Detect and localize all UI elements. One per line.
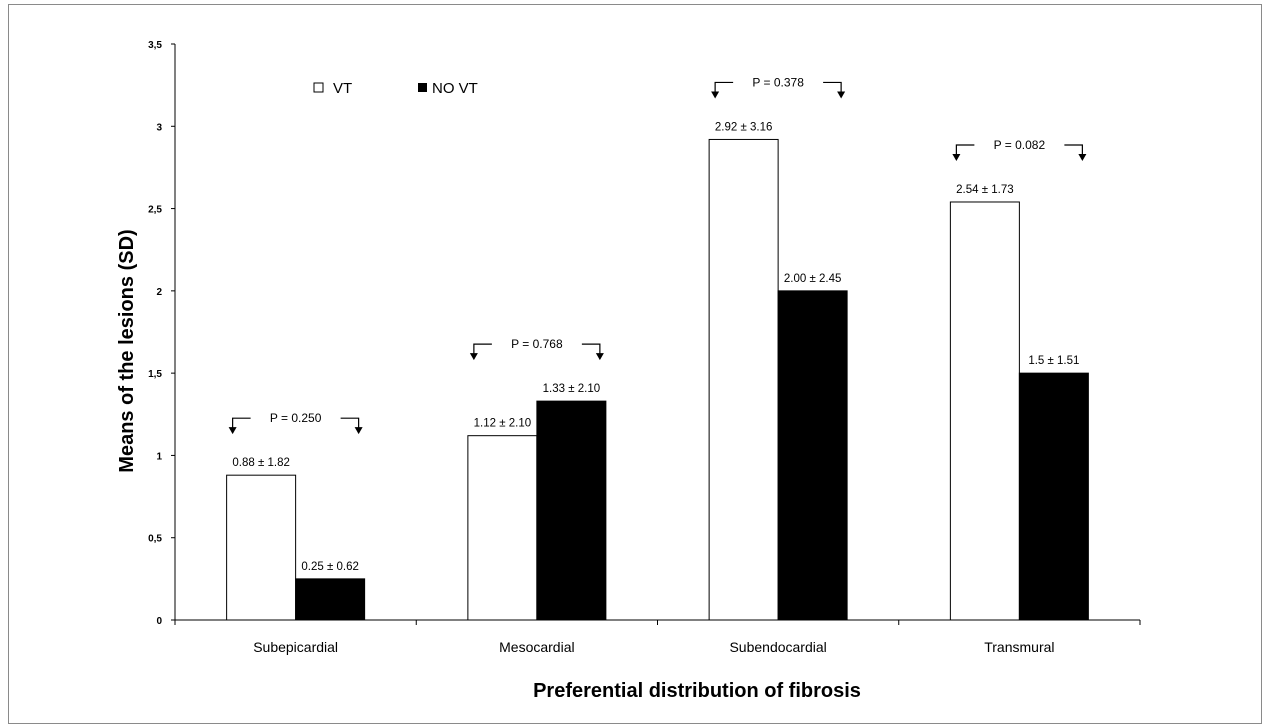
- bracket-right-line: [340, 417, 360, 429]
- legend-swatch-novt: [418, 83, 427, 92]
- legend-swatch-vt: [313, 82, 324, 93]
- bar-novt: [777, 290, 848, 621]
- p-value-bracket: P = 0.378: [711, 75, 846, 99]
- arrow-down-icon: [354, 427, 363, 435]
- arrow-down-icon: [952, 153, 961, 161]
- data-label-vt: 2.92 ± 3.16: [715, 121, 772, 133]
- p-value-label: P = 0.378: [752, 75, 804, 89]
- data-label-novt: 0.25 ± 0.62: [301, 561, 358, 573]
- y-tick-label: 1,5: [148, 369, 162, 380]
- arrow-down-icon: [228, 427, 237, 435]
- bracket-left-line: [714, 81, 734, 93]
- bar-vt: [708, 138, 779, 621]
- bar-vt: [467, 435, 538, 621]
- data-label-novt: 1.5 ± 1.51: [1028, 355, 1079, 367]
- x-axis: Subepicardial Mesocardial Subendocardial Tr…: [174, 619, 1141, 655]
- bar-novt: [295, 578, 366, 621]
- x-category-label: Subendocardial: [729, 639, 826, 655]
- y-axis-title: Means of the lesions (SD): [116, 229, 138, 472]
- bar-vt: [949, 201, 1020, 621]
- p-value-bracket: P = 0.768: [469, 337, 604, 361]
- p-value-bracket: P = 0.250: [228, 411, 363, 435]
- data-label-vt: 2.54 ± 1.73: [956, 184, 1013, 196]
- bracket-right-line: [823, 81, 842, 93]
- data-label-vt: 1.12 ± 2.10: [474, 418, 531, 430]
- y-axis: 0 0,5 1 1,5 2 2,5 3 3,5: [148, 40, 176, 627]
- x-category-label: Mesocardial: [499, 639, 574, 655]
- bracket-left-line: [955, 144, 975, 155]
- y-tick-label: 3,5: [148, 40, 162, 51]
- arrow-down-icon: [1078, 153, 1087, 161]
- bracket-left-line: [473, 343, 492, 355]
- legend-label-novt: NO VT: [432, 80, 478, 97]
- x-axis-title: Preferential distribution of fibrosis: [533, 680, 861, 702]
- p-value-bracket: P = 0.082: [952, 138, 1087, 161]
- bar-chart: 0 0,5 1 1,5 2 2,5 3 3,5 Subepicardial Mesocardia…: [116, 40, 1141, 702]
- y-tick-label: 1: [156, 451, 162, 462]
- x-category-label: Subepicardial: [253, 639, 338, 655]
- legend-label-vt: VT: [333, 80, 352, 97]
- arrow-down-icon: [469, 353, 478, 361]
- y-tick-label: 0: [156, 616, 162, 627]
- bracket-left-line: [232, 417, 251, 429]
- data-label-novt: 1.33 ± 2.10: [543, 383, 600, 395]
- p-value-label: P = 0.082: [994, 138, 1046, 152]
- data-label-novt: 2.00 ± 2.45: [784, 273, 841, 285]
- y-tick-label: 3: [156, 122, 162, 133]
- y-tick-label: 2: [156, 287, 162, 298]
- bar-novt: [1018, 372, 1089, 621]
- y-tick-label: 0,5: [148, 534, 162, 545]
- arrow-down-icon: [837, 91, 846, 99]
- legend: VT NO VT: [313, 80, 478, 97]
- arrow-down-icon: [595, 353, 604, 361]
- data-label-vt: 0.88 ± 1.82: [232, 457, 289, 469]
- data-labels: 0.88 ± 1.82 0.25 ± 0.62 1.12 ± 2.10 1.33 ± …: [232, 121, 1079, 572]
- p-value-label: P = 0.768: [511, 337, 563, 351]
- bracket-right-line: [1064, 144, 1083, 155]
- bracket-right-line: [581, 343, 601, 355]
- p-value-annotations: P = 0.250 P = 0.768 P = 0.378 P = 0.082: [228, 75, 1087, 435]
- y-tick-label: 2,5: [148, 205, 162, 216]
- p-value-label: P = 0.250: [270, 411, 322, 425]
- bar-vt: [226, 474, 297, 621]
- bar-novt: [536, 400, 607, 621]
- arrow-down-icon: [711, 91, 720, 99]
- x-category-label: Transmural: [984, 639, 1054, 655]
- bars: [226, 138, 1089, 621]
